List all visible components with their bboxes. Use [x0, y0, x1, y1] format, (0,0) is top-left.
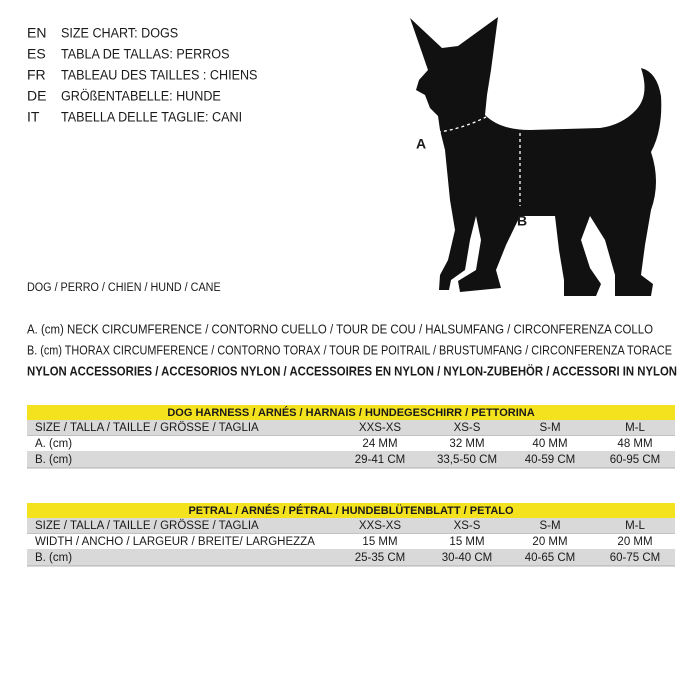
row-label: B. (cm)	[35, 454, 72, 466]
table-row	[27, 436, 675, 452]
cell: 40-65 CM	[525, 552, 576, 564]
subtitle: DOG / PERRO / CHIEN / HUND / CANE	[27, 282, 221, 295]
cell: XXS-XS	[359, 422, 402, 434]
cell: XS-S	[454, 422, 481, 434]
cell: 15 MM	[449, 536, 484, 548]
definition: B. (cm) THORAX CIRCUMFERENCE / CONTORNO …	[27, 342, 672, 357]
cell: 25-35 CM	[355, 552, 406, 564]
language-code: EN	[27, 25, 46, 41]
row-label: SIZE / TALLA / TAILLE / GRÖSSE / TAGLIA	[35, 422, 259, 434]
row-label: WIDTH / ANCHO / LARGEUR / BREITE/ LARGHE…	[35, 536, 315, 548]
cell: S-M	[539, 422, 560, 434]
language-title: GRÖßENTABELLE: HUNDE	[61, 88, 221, 104]
table-title: PETRAL / ARNÉS / PÉTRAL / HUNDEBLÜTENBLA…	[188, 504, 514, 517]
language-code: IT	[27, 109, 40, 125]
cell: 32 MM	[449, 438, 484, 450]
table-row	[27, 452, 675, 468]
table-row	[27, 550, 675, 566]
cell: 60-95 CM	[610, 454, 661, 466]
language-title: TABELLA DELLE TAGLIE: CANI	[61, 109, 242, 125]
table-header-bar	[27, 405, 675, 420]
definition: A. (cm) NECK CIRCUMFERENCE / CONTORNO CU…	[27, 321, 653, 336]
cell: S-M	[539, 520, 560, 532]
cell: 29-41 CM	[355, 454, 406, 466]
table-title: DOG HARNESS / ARNÉS / HARNAIS / HUNDEGES…	[167, 406, 534, 419]
cell: 15 MM	[362, 536, 397, 548]
cell: XS-S	[454, 520, 481, 532]
language-code: ES	[27, 46, 46, 62]
cell: 30-40 CM	[442, 552, 493, 564]
row-label: B. (cm)	[35, 552, 72, 564]
label-b: B	[517, 213, 527, 229]
row-label: SIZE / TALLA / TAILLE / GRÖSSE / TAGLIA	[35, 520, 259, 532]
table-row	[27, 518, 675, 534]
language-code: DE	[27, 88, 46, 104]
cell: 33,5-50 CM	[437, 454, 497, 466]
dog-silhouette	[410, 17, 662, 296]
language-code: FR	[27, 67, 46, 83]
cell: 20 MM	[532, 536, 567, 548]
definition: NYLON ACCESSORIES / ACCESORIOS NYLON / A…	[27, 363, 677, 378]
cell: M-L	[625, 520, 645, 532]
table-header-bar	[27, 503, 675, 518]
cell: 24 MM	[362, 438, 397, 450]
language-title: SIZE CHART: DOGS	[61, 25, 178, 41]
cell: 40-59 CM	[525, 454, 576, 466]
table-row	[27, 420, 675, 436]
language-title: TABLA DE TALLAS: PERROS	[61, 46, 230, 62]
cell: M-L	[625, 422, 645, 434]
cell: XXS-XS	[359, 520, 402, 532]
cell: 40 MM	[532, 438, 567, 450]
cell: 60-75 CM	[610, 552, 661, 564]
table-row	[27, 534, 675, 550]
cell: 48 MM	[617, 438, 652, 450]
label-a: A	[416, 136, 426, 152]
language-title: TABLEAU DES TAILLES : CHIENS	[61, 67, 258, 83]
cell: 20 MM	[617, 536, 652, 548]
row-label: A. (cm)	[35, 438, 72, 450]
